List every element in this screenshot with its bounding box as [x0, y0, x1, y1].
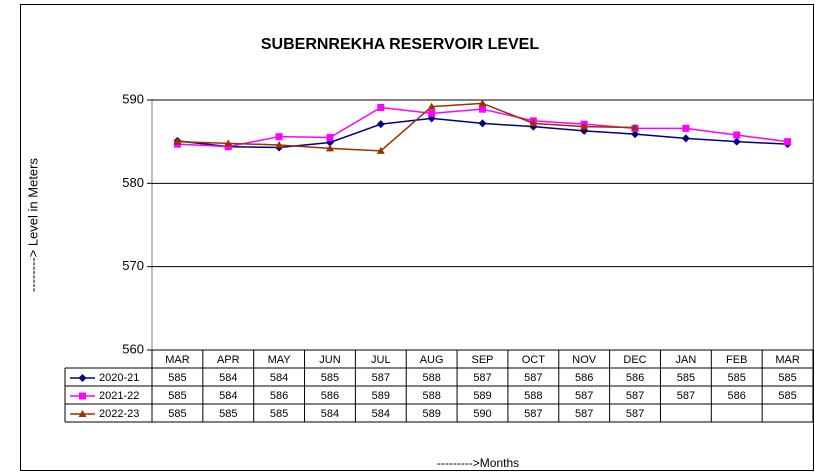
- marker: [275, 141, 284, 148]
- x-tick-label: JUN: [319, 354, 340, 366]
- table-cell: 587: [626, 390, 644, 402]
- x-tick-label: AUG: [420, 354, 444, 366]
- y-tick-label: 580: [122, 175, 144, 190]
- marker: [479, 105, 486, 113]
- series-line: [177, 102, 636, 152]
- table-cell: 584: [219, 390, 237, 402]
- table-cell: 590: [473, 408, 491, 420]
- marker: [631, 123, 640, 131]
- x-tick-label: FEB: [726, 354, 747, 366]
- table-cell: 587: [626, 408, 644, 420]
- table-cell: 587: [575, 390, 593, 402]
- marker: [376, 120, 385, 129]
- x-tick-label: OCT: [522, 354, 546, 366]
- table-cell: 587: [473, 372, 491, 384]
- table-cell: 585: [778, 372, 796, 384]
- table-cell: 589: [422, 408, 440, 420]
- x-tick-label: MAY: [268, 354, 292, 366]
- table-cell: 587: [372, 372, 390, 384]
- marker: [631, 130, 640, 139]
- marker: [224, 139, 233, 147]
- table-cell: 585: [778, 390, 796, 402]
- table-cell: 586: [626, 372, 644, 384]
- table-cell: 589: [372, 390, 390, 402]
- chart-frame: [20, 4, 814, 471]
- x-tick-label: JUL: [371, 354, 391, 366]
- marker: [224, 143, 232, 151]
- table-cell: 586: [270, 390, 288, 402]
- marker: [733, 131, 741, 139]
- table-cell: 589: [473, 390, 491, 402]
- marker: [580, 122, 589, 130]
- table-cell: 585: [270, 408, 288, 420]
- marker: [376, 146, 385, 154]
- table-cell: 585: [168, 372, 186, 384]
- table-cell: 585: [168, 408, 186, 420]
- marker: [784, 138, 792, 146]
- marker: [478, 119, 487, 128]
- table-cell: 584: [372, 408, 390, 420]
- table-cell: 584: [321, 408, 339, 420]
- x-tick-label: MAR: [165, 354, 190, 366]
- x-tick-label: APR: [217, 354, 240, 366]
- legend-label: 2020-21: [99, 372, 139, 384]
- marker: [275, 133, 283, 141]
- table-cell: 588: [422, 390, 440, 402]
- legend-marker: [78, 410, 87, 417]
- marker: [427, 102, 436, 110]
- marker: [681, 134, 690, 143]
- marker: [377, 104, 385, 111]
- table-cell: 585: [728, 372, 746, 384]
- table-cell: 588: [524, 390, 542, 402]
- x-tick-label: SEP: [471, 354, 493, 366]
- y-tick-label: 560: [122, 341, 144, 356]
- legend-marker: [79, 392, 86, 400]
- marker: [682, 124, 690, 132]
- marker: [428, 109, 436, 117]
- x-tick-label: JAN: [675, 354, 696, 366]
- marker: [580, 126, 589, 135]
- table-cell: 587: [677, 390, 695, 402]
- table-cell: 587: [524, 372, 542, 384]
- y-axis-label: --------> Level in Meters: [25, 158, 40, 292]
- y-tick-label: 570: [122, 258, 144, 273]
- legend-marker: [78, 374, 87, 382]
- x-axis-label: --------->Months: [437, 456, 519, 470]
- table-cell: 585: [219, 408, 237, 420]
- table-cell: 586: [728, 390, 746, 402]
- marker: [529, 119, 538, 127]
- marker: [326, 134, 334, 141]
- y-tick-label: 590: [122, 91, 144, 106]
- table-cell: 585: [321, 372, 339, 384]
- table-cell: 586: [575, 372, 593, 384]
- marker: [732, 137, 741, 146]
- legend-label: 2021-22: [99, 390, 139, 402]
- marker: [478, 99, 487, 107]
- table-cell: 585: [677, 372, 695, 384]
- chart-title: SUBERNREKHA RESERVOIR LEVEL: [261, 36, 539, 53]
- marker: [325, 144, 334, 152]
- x-tick-label: NOV: [572, 354, 597, 366]
- table-cell: 585: [168, 390, 186, 402]
- table-cell: 588: [422, 372, 440, 384]
- table-cell: 586: [321, 390, 339, 402]
- table-cell: 584: [270, 372, 288, 384]
- legend-label: 2022-23: [99, 408, 139, 420]
- x-tick-label: DEC: [623, 354, 646, 366]
- table-cell: 584: [219, 372, 237, 384]
- table-cell: 587: [524, 408, 542, 420]
- table-cell: 587: [575, 408, 593, 420]
- x-tick-label: MAR: [775, 354, 800, 366]
- marker: [173, 137, 182, 145]
